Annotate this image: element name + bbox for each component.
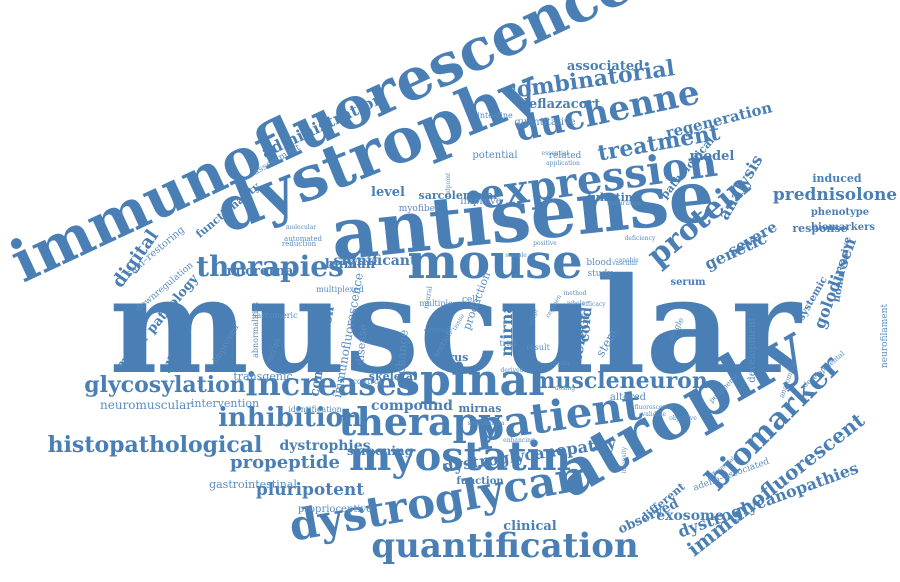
cloud-word-increases: increases [245, 365, 414, 403]
cloud-word-myofiber: myofiber [399, 204, 440, 214]
cloud-word-significant: significant [334, 253, 417, 269]
cloud-word-model: model [690, 149, 735, 164]
cloud-word-sarcolemmal: sarcolemmal [419, 189, 498, 202]
cloud-word-gastrointestinal: gastrointestinal [209, 478, 297, 491]
cloud-word-screening: screening [347, 444, 414, 458]
cloud-word-induced: induced [812, 172, 862, 185]
cloud-word-biomarkers: biomarkers [811, 222, 875, 233]
cloud-word-vascular: vascular [611, 260, 638, 267]
cloud-word-function: function [456, 476, 504, 487]
cloud-word-inhibition: inhibition [218, 403, 362, 433]
cloud-word-endpoint: endpoint [445, 172, 452, 199]
cloud-word-application: application [546, 160, 580, 167]
cloud-word-validate: validate [641, 411, 667, 418]
cloud-word-efficacy: efficacy [582, 301, 606, 308]
cloud-word-fukutin: fukutin [587, 191, 633, 204]
cloud-word-propeptide: propeptide [230, 452, 340, 473]
cloud-word-skeletal: skeletal [369, 370, 417, 383]
cloud-word-derived: derived [501, 367, 524, 374]
cloud-word-dosing: dosing [555, 385, 575, 392]
cloud-word-change: change [393, 329, 411, 374]
cloud-word-molecular: molecular [286, 224, 316, 231]
cloud-word-reduction: reduction [282, 240, 317, 248]
cloud-word-exosome: exosome [656, 508, 724, 524]
cloud-word-sarcomeric: sarcomeric [252, 311, 298, 320]
cloud-word-identification: identification [288, 405, 342, 414]
cloud-word-quantitative: quantitative [514, 117, 575, 128]
cloud-word-mouse: mouse [407, 234, 582, 290]
cloud-word-related: related [549, 151, 582, 161]
cloud-word-potential: potential [472, 150, 517, 161]
cloud-word-fluorescence: fluorescence [635, 404, 674, 411]
cloud-word-coverage: coverage [424, 327, 452, 334]
cloud-word-automated: automated [284, 235, 322, 243]
cloud-word-neural: neural [422, 285, 434, 310]
cloud-word-deflazacort: deflazacort [520, 97, 600, 112]
cloud-word-maturation: maturation [607, 200, 641, 207]
cloud-word-myostatin: myostatin [349, 433, 571, 480]
cloud-word-response: response [792, 222, 847, 235]
cloud-word-mirna: mirna [497, 303, 516, 356]
cloud-word-pluripotent: pluripotent [256, 480, 364, 500]
cloud-word-histopathological: histopathological [48, 432, 263, 458]
cloud-word-quantification: quantification [371, 526, 638, 566]
cloud-word-result: result [526, 343, 550, 352]
cloud-word-muscular: muscular [109, 249, 802, 404]
cloud-word-essential: essential [542, 150, 569, 157]
cloud-word-glycosylation: glycosylation [84, 372, 246, 398]
cloud-word-trial: trial [500, 339, 517, 348]
cloud-word-whole: whole [567, 300, 586, 307]
cloud-word-sarcolemma: sarcolemma [468, 420, 505, 427]
cloud-word-multiplexed: multiplexed [316, 285, 364, 294]
cloud-word-serum: serum [670, 277, 706, 288]
cloud-word-cord: cord [577, 306, 596, 342]
cloud-word-virus: virus [437, 351, 469, 364]
cloud-word-proprioceptive: proprioceptive [298, 504, 372, 515]
cloud-word-capable: capable [615, 257, 639, 264]
cloud-word-multiple: multiple [419, 299, 453, 308]
cloud-word-intensity: intensity [621, 446, 628, 473]
cloud-word-mirnas: mirnas [459, 402, 502, 415]
cloud-word-therapy: therapy [339, 399, 503, 444]
cloud-word-neurofilament: neurofilament [880, 304, 890, 369]
cloud-word-transgenic: transgenic [233, 370, 292, 383]
cloud-word-prednisolone: prednisolone [773, 185, 897, 205]
cloud-word-progression: progression [341, 257, 377, 264]
cloud-word-associated: associated [567, 59, 643, 74]
cloud-word-neuromuscular: neuromuscular [100, 398, 192, 412]
cloud-word-altered: altered [610, 392, 647, 403]
cloud-word-clinical: clinical [503, 519, 557, 534]
cloud-word-phenotype: phenotype [811, 207, 869, 218]
cloud-word-blood: blood [586, 258, 611, 268]
cloud-word-human: human [325, 257, 376, 272]
cloud-word-abnormalities: abnormalities [251, 302, 260, 358]
cloud-word-improve: improve [460, 196, 502, 207]
cloud-word-spinal: spinal [395, 355, 544, 406]
cloud-word-dystrophies: dystrophies [279, 438, 370, 454]
cloud-word-intestine: intestine [477, 111, 513, 120]
cloud-word-ataxia: ataxia [551, 360, 570, 367]
cloud-word-therapies: therapies [196, 250, 344, 283]
cloud-word-compound: compound [371, 398, 453, 414]
cloud-word-muscleneuron: muscleneuron [532, 368, 708, 394]
cloud-word-objective: objective [669, 415, 697, 422]
cloud-word-study: study [588, 269, 614, 279]
cloud-word-sample: sample [505, 252, 527, 259]
cloud-word-method: method [564, 290, 587, 297]
cloud-word-enhancing: enhancing [503, 437, 535, 444]
cloud-word-microrna: microrna [227, 264, 294, 279]
cloud-word-disease: disease [353, 323, 370, 365]
cloud-word-cell: cell [462, 295, 478, 305]
cloud-word-level: level [371, 185, 405, 200]
cloud-word-intervention: intervention [191, 397, 259, 410]
cloud-word-positive: positive [533, 240, 557, 247]
cloud-word-control: control [353, 377, 382, 386]
cloud-word-deficiency: deficiency [625, 235, 656, 242]
cloud-word-development: development [747, 317, 758, 382]
